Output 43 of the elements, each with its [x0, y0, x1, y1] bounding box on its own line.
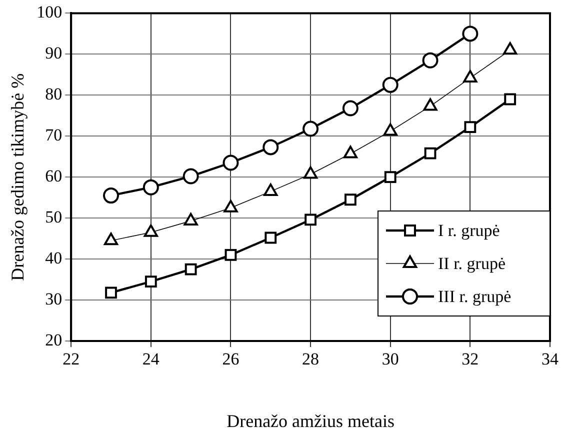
x-tick-label: 28: [302, 350, 320, 369]
x-tick-label: 24: [142, 350, 160, 369]
point: [342, 100, 358, 116]
y-tick-label: 50: [45, 208, 62, 227]
y-tick-label: 20: [45, 330, 62, 350]
point: [424, 147, 436, 160]
point: [422, 52, 438, 68]
point: [504, 93, 516, 106]
point: [144, 276, 157, 288]
x-tick-label: 34: [542, 350, 559, 369]
x-tick-label: 26: [222, 350, 240, 369]
x-tick-label: 30: [382, 350, 399, 369]
point: [462, 26, 478, 42]
point: [264, 232, 277, 244]
x-tick-label: 32: [462, 350, 479, 369]
y-axis-title: Drenažo gedimo tikimybė %: [8, 73, 28, 281]
y-tick-label: 30: [45, 289, 62, 308]
y-tick-label: 90: [45, 44, 62, 63]
point: [344, 194, 356, 206]
point: [382, 76, 398, 93]
y-tick-label: 40: [45, 248, 62, 268]
y-tick-label: 70: [45, 126, 62, 145]
point: [503, 42, 518, 55]
y-tick-label: 100: [36, 2, 62, 22]
point: [384, 171, 396, 184]
point: [105, 286, 117, 299]
point: [222, 154, 239, 171]
point: [464, 121, 476, 134]
point: [182, 168, 199, 184]
y-tick-label: 80: [45, 84, 62, 104]
x-tick-label: 22: [62, 350, 80, 369]
point: [184, 263, 197, 276]
point: [142, 179, 159, 196]
legend-label: III r. grupė: [438, 286, 512, 306]
point: [103, 188, 120, 204]
point: [262, 139, 279, 156]
x-axis-title: Drenažo amžius metais: [226, 410, 395, 431]
point: [304, 214, 316, 226]
legend-label: II r. grupė: [438, 254, 506, 273]
legend-label: I r. grupė: [438, 220, 500, 240]
point: [302, 120, 319, 137]
point: [224, 249, 237, 261]
y-tick-label: 60: [45, 166, 62, 186]
